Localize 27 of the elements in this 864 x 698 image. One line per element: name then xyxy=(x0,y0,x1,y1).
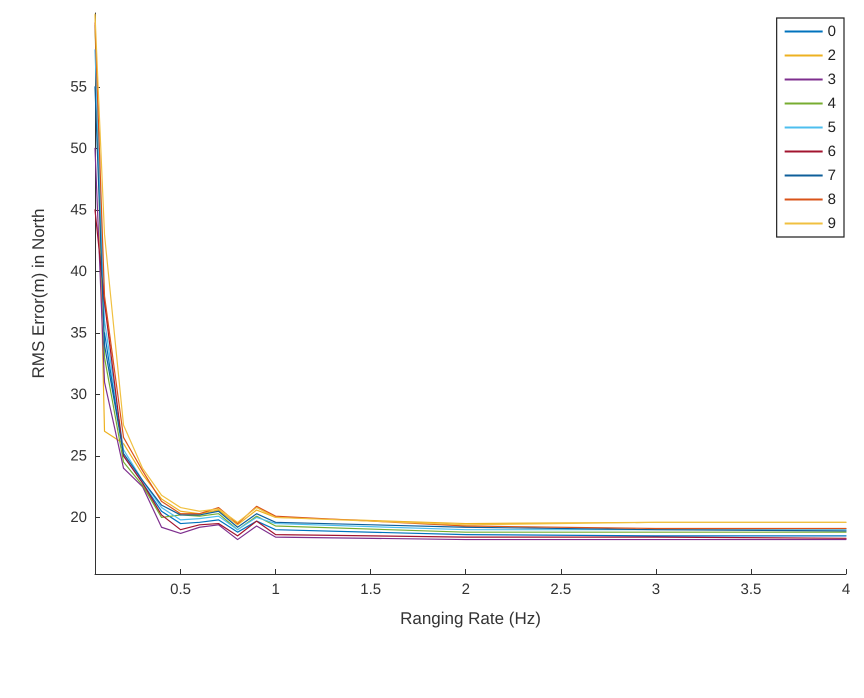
legend-label: 3 xyxy=(828,71,836,88)
y-axis-title: RMS Error(m) in North xyxy=(29,208,48,379)
x-tick-label: 1.5 xyxy=(360,581,382,598)
x-tick-label: 1 xyxy=(271,581,280,598)
y-tick-label: 35 xyxy=(70,324,87,342)
x-tick-label: 4 xyxy=(842,581,850,598)
legend-label: 9 xyxy=(828,215,836,232)
x-axis-title: Ranging Rate (Hz) xyxy=(400,609,541,628)
legend-label: 2 xyxy=(828,47,836,64)
legend-label: 4 xyxy=(828,95,836,112)
y-tick-label: 20 xyxy=(70,508,87,526)
x-tick-label: 3.5 xyxy=(740,581,762,598)
legend-label: 6 xyxy=(828,143,836,160)
legend-label: 8 xyxy=(828,191,836,208)
y-tick-label: 40 xyxy=(70,262,87,280)
x-tick-label: 0.5 xyxy=(170,581,191,598)
y-tick-label: 30 xyxy=(70,386,87,403)
legend-label: 0 xyxy=(828,23,836,40)
legend-label: 5 xyxy=(828,119,836,136)
x-tick-label: 2 xyxy=(462,581,470,598)
x-tick-label: 2.5 xyxy=(550,581,572,598)
y-tick-label: 25 xyxy=(70,447,87,464)
x-tick-label: 3 xyxy=(652,581,660,598)
y-tick-label: 45 xyxy=(70,201,87,218)
y-tick-label: 55 xyxy=(70,78,87,96)
legend-label: 7 xyxy=(828,167,836,184)
y-tick-label: 50 xyxy=(70,140,87,157)
